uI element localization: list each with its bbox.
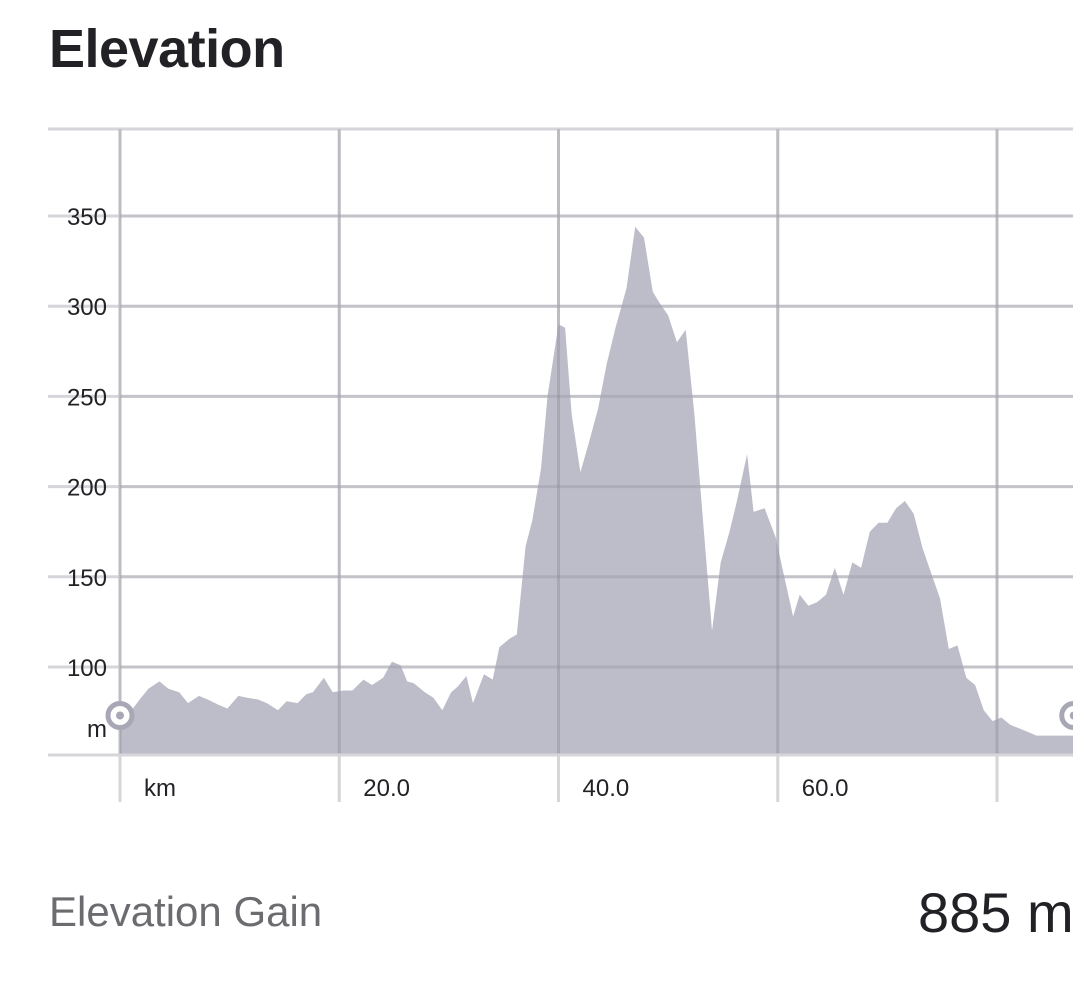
route-markers[interactable] [105, 701, 1073, 731]
y-tick-label-100: 100 [67, 655, 107, 682]
elevation-area [120, 226, 1073, 755]
elevation-chart: 100 150 200 250 300 350 km 20.0 40.0 60.0 m [48, 127, 1073, 802]
x-tick-label-unit: km [144, 775, 176, 802]
start-marker-dot [116, 711, 124, 720]
end-marker-dot [1069, 711, 1073, 720]
start-marker[interactable] [105, 701, 135, 731]
x-tick-label-20: 20.0 [363, 775, 410, 802]
end-marker[interactable] [1059, 701, 1073, 730]
elevation-gain-label: Elevation Gain [49, 888, 323, 935]
end-marker-ring [1059, 701, 1073, 730]
axes [48, 129, 1073, 757]
elevation-gain-value: 885 m [918, 881, 1073, 944]
y-axis-unit-label: m [87, 716, 107, 743]
y-tick-label-300: 300 [67, 294, 107, 321]
x-tick-label-40: 40.0 [583, 775, 630, 802]
y-tick-labels: 100 150 200 250 300 350 [67, 204, 107, 682]
y-tick-label-200: 200 [67, 475, 107, 502]
x-tick-label-60: 60.0 [802, 775, 849, 802]
y-tick-label-350: 350 [67, 204, 107, 231]
y-tick-label-150: 150 [67, 565, 107, 592]
page-title: Elevation [49, 19, 285, 79]
y-tick-label-250: 250 [67, 384, 107, 411]
x-tick-labels: km 20.0 40.0 60.0 [144, 775, 848, 802]
